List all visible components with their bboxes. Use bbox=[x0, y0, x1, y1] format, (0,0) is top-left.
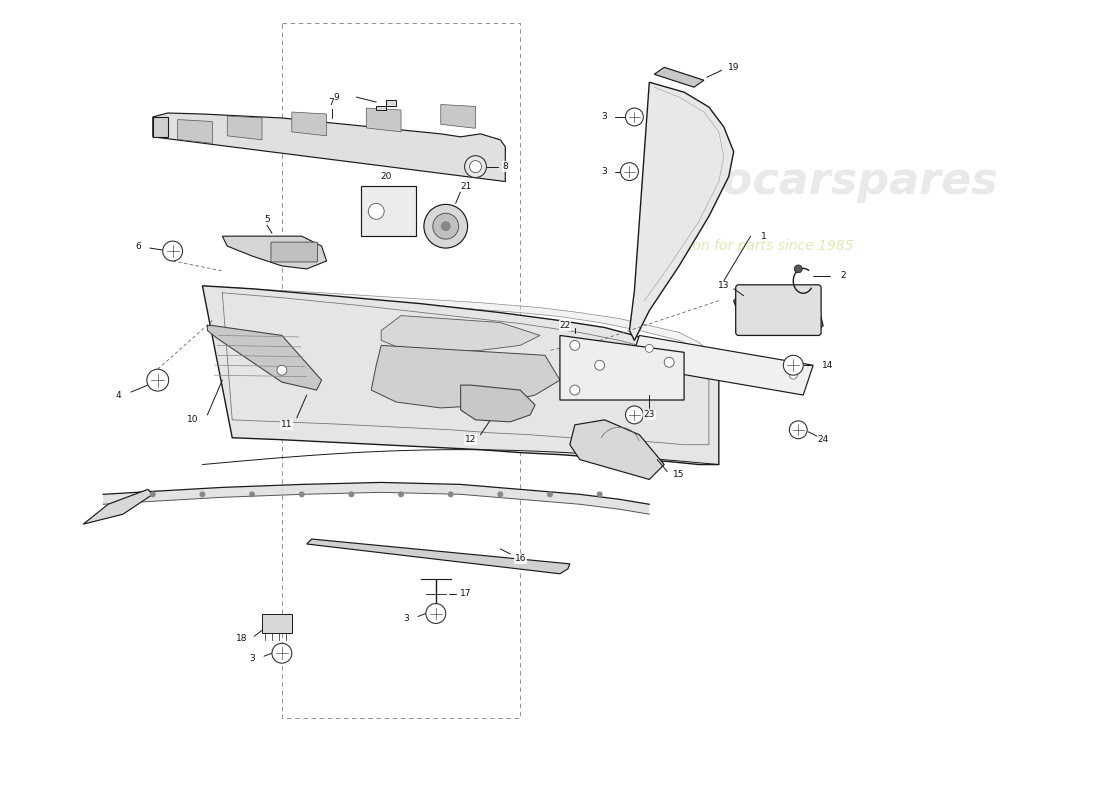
Circle shape bbox=[150, 491, 156, 498]
Circle shape bbox=[368, 203, 384, 219]
Circle shape bbox=[424, 204, 468, 248]
Polygon shape bbox=[202, 286, 718, 465]
Polygon shape bbox=[366, 108, 402, 132]
Polygon shape bbox=[202, 286, 714, 355]
Text: 1: 1 bbox=[760, 232, 767, 241]
Text: 3: 3 bbox=[250, 654, 255, 662]
Polygon shape bbox=[654, 67, 704, 87]
Text: 9: 9 bbox=[333, 93, 340, 102]
Polygon shape bbox=[84, 490, 153, 524]
Circle shape bbox=[277, 366, 287, 375]
Circle shape bbox=[646, 344, 653, 352]
Text: 10: 10 bbox=[187, 415, 198, 424]
Polygon shape bbox=[461, 385, 535, 422]
Text: 2: 2 bbox=[840, 271, 846, 280]
Text: 24: 24 bbox=[817, 435, 828, 444]
Circle shape bbox=[199, 491, 206, 498]
Circle shape bbox=[664, 358, 674, 367]
Polygon shape bbox=[228, 116, 262, 140]
Text: 21: 21 bbox=[460, 182, 471, 191]
Polygon shape bbox=[177, 119, 212, 143]
Text: 3: 3 bbox=[602, 167, 607, 176]
Circle shape bbox=[299, 491, 305, 498]
Polygon shape bbox=[376, 100, 396, 110]
Text: a passion for parts since 1985: a passion for parts since 1985 bbox=[644, 239, 854, 253]
Circle shape bbox=[794, 265, 802, 273]
Text: 12: 12 bbox=[465, 435, 476, 444]
Text: 13: 13 bbox=[718, 282, 729, 290]
Circle shape bbox=[441, 222, 451, 231]
Circle shape bbox=[595, 360, 605, 370]
Circle shape bbox=[432, 214, 459, 239]
Circle shape bbox=[470, 161, 482, 173]
Circle shape bbox=[783, 355, 803, 375]
Bar bbox=[262, 614, 292, 634]
Text: 20: 20 bbox=[381, 172, 392, 181]
Circle shape bbox=[448, 491, 453, 498]
Text: 17: 17 bbox=[460, 589, 471, 598]
Circle shape bbox=[272, 643, 292, 663]
Text: 18: 18 bbox=[236, 634, 248, 643]
Polygon shape bbox=[629, 82, 734, 341]
Polygon shape bbox=[629, 335, 813, 395]
Circle shape bbox=[626, 406, 644, 424]
Text: 7: 7 bbox=[329, 98, 334, 106]
Text: 4: 4 bbox=[116, 390, 121, 399]
Circle shape bbox=[790, 421, 807, 438]
Text: 19: 19 bbox=[728, 63, 739, 72]
Circle shape bbox=[620, 162, 638, 181]
Text: 8: 8 bbox=[503, 162, 508, 171]
Polygon shape bbox=[570, 420, 664, 479]
Circle shape bbox=[398, 491, 404, 498]
Circle shape bbox=[146, 370, 168, 391]
Circle shape bbox=[163, 241, 183, 261]
Polygon shape bbox=[153, 113, 505, 182]
Text: 23: 23 bbox=[644, 410, 654, 419]
Polygon shape bbox=[441, 105, 475, 128]
Circle shape bbox=[426, 603, 446, 623]
Polygon shape bbox=[734, 286, 823, 335]
Text: eurocarspares: eurocarspares bbox=[638, 160, 998, 203]
Polygon shape bbox=[222, 236, 327, 269]
Circle shape bbox=[790, 371, 798, 379]
Text: 11: 11 bbox=[282, 420, 293, 430]
Polygon shape bbox=[292, 112, 327, 136]
Circle shape bbox=[596, 491, 603, 498]
Polygon shape bbox=[372, 346, 560, 408]
Text: 3: 3 bbox=[403, 614, 409, 623]
Circle shape bbox=[570, 385, 580, 395]
Polygon shape bbox=[382, 315, 540, 352]
Circle shape bbox=[626, 108, 644, 126]
Text: 22: 22 bbox=[559, 321, 571, 330]
Polygon shape bbox=[307, 539, 570, 574]
Text: 14: 14 bbox=[823, 361, 834, 370]
Text: 5: 5 bbox=[264, 214, 270, 224]
Text: 6: 6 bbox=[135, 242, 141, 250]
Circle shape bbox=[497, 491, 504, 498]
FancyBboxPatch shape bbox=[736, 285, 821, 335]
Polygon shape bbox=[153, 117, 167, 137]
FancyBboxPatch shape bbox=[271, 242, 318, 262]
Circle shape bbox=[349, 491, 354, 498]
Circle shape bbox=[464, 156, 486, 178]
Text: 16: 16 bbox=[515, 554, 526, 563]
Circle shape bbox=[570, 341, 580, 350]
Polygon shape bbox=[208, 326, 321, 390]
Text: 15: 15 bbox=[673, 470, 685, 479]
Circle shape bbox=[547, 491, 553, 498]
Polygon shape bbox=[560, 335, 684, 400]
Bar bbox=[361, 186, 416, 236]
Circle shape bbox=[249, 491, 255, 498]
Text: 3: 3 bbox=[602, 113, 607, 122]
